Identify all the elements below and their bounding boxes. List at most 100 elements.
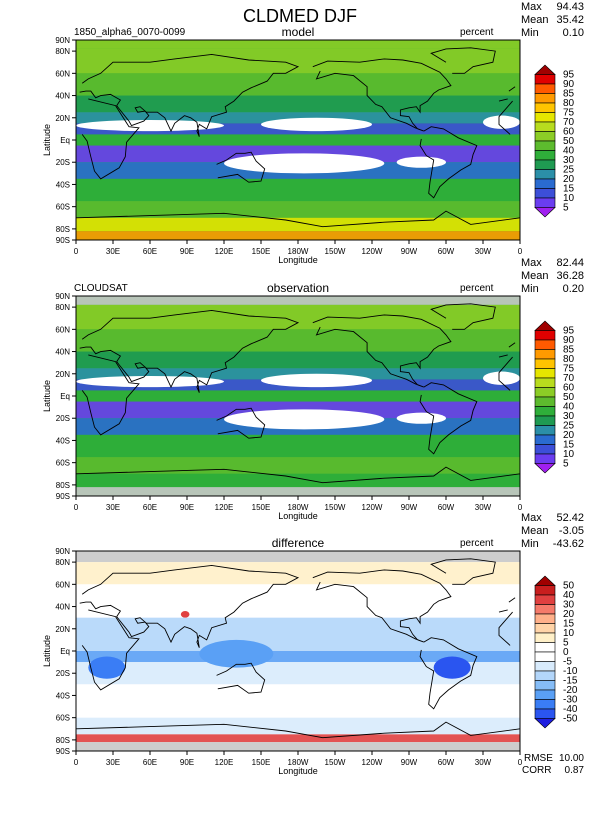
clear-sky-region bbox=[261, 373, 372, 388]
field-band bbox=[76, 178, 520, 202]
field-band bbox=[76, 112, 520, 124]
colorbar-level-label: 40 bbox=[563, 146, 575, 157]
field-band bbox=[76, 551, 520, 563]
lat-tick-label: 60N bbox=[55, 69, 70, 78]
colorbar-segment bbox=[534, 699, 556, 710]
stat-rmse-label: RMSE bbox=[524, 753, 553, 764]
colorbar-segment bbox=[534, 330, 556, 341]
field-band bbox=[76, 684, 520, 718]
lat-tick-label: 60N bbox=[55, 325, 70, 334]
field-band bbox=[76, 95, 520, 113]
colorbar-level-label: 85 bbox=[563, 345, 575, 356]
lon-tick-label: 150E bbox=[252, 247, 271, 256]
clear-sky-region bbox=[224, 153, 385, 174]
lon-tick-label: 90W bbox=[401, 503, 418, 512]
coastline bbox=[216, 151, 266, 183]
lon-tick-label: 60W bbox=[438, 758, 455, 767]
colorbar-segment bbox=[534, 434, 556, 445]
lat-tick-label: 90S bbox=[56, 236, 70, 245]
colorbar-segment bbox=[534, 197, 556, 208]
lon-tick-label: 30E bbox=[106, 758, 120, 767]
colorbar-level-label: 95 bbox=[563, 326, 575, 337]
stat-max-value: 52.42 bbox=[556, 512, 584, 524]
coastline bbox=[312, 314, 452, 388]
lon-tick-label: 120W bbox=[362, 247, 383, 256]
lat-tick-label: 80S bbox=[56, 225, 70, 234]
lat-tick-label: 60N bbox=[55, 580, 70, 589]
lat-tick-label: 40S bbox=[56, 691, 70, 700]
stat-max-label: Max bbox=[521, 512, 542, 524]
stat-max-value: 82.44 bbox=[556, 257, 584, 269]
colorbar-segment bbox=[534, 188, 556, 199]
colorbar-arrow-top bbox=[534, 64, 556, 75]
panel-observation: observation CLOUDSAT percent Max 82.44 Mean 36… bbox=[42, 257, 584, 521]
units-label: percent bbox=[460, 27, 494, 38]
colorbar-segment bbox=[534, 604, 556, 615]
field-band bbox=[76, 231, 520, 240]
lat-tick-label: 40N bbox=[55, 348, 70, 357]
colorbar-segment bbox=[534, 150, 556, 161]
field-band bbox=[76, 296, 520, 305]
colorbar-level-label: 40 bbox=[563, 590, 575, 601]
field-band bbox=[76, 717, 520, 735]
clear-sky-region bbox=[76, 120, 224, 132]
field-band bbox=[76, 457, 520, 474]
units-label: percent bbox=[460, 283, 494, 294]
colorbar-segment bbox=[534, 140, 556, 151]
lon-tick-label: 60W bbox=[438, 247, 455, 256]
colorbar-segment bbox=[534, 444, 556, 455]
case-label: CLOUDSAT bbox=[74, 283, 128, 294]
colorbar-segment bbox=[534, 415, 556, 426]
colorbar-level-label: 80 bbox=[563, 98, 575, 109]
colorbar-level-label: 20 bbox=[563, 609, 575, 620]
colorbar-level-label: 75 bbox=[563, 108, 575, 119]
lat-tick-label: Eq bbox=[60, 136, 70, 145]
lon-tick-label: 0 bbox=[74, 503, 79, 512]
lon-tick-label: 120E bbox=[215, 503, 234, 512]
lon-tick-label: 30E bbox=[106, 247, 120, 256]
field-band bbox=[76, 390, 520, 402]
colorbar-level-label: 75 bbox=[563, 364, 575, 375]
field-band bbox=[76, 329, 520, 352]
colorbar-segment bbox=[534, 387, 556, 398]
coastline bbox=[75, 721, 521, 739]
lon-tick-label: 60E bbox=[143, 758, 157, 767]
coastline bbox=[430, 558, 496, 585]
field-band bbox=[76, 73, 520, 96]
colorbar-segment bbox=[534, 689, 556, 700]
lon-tick-label: 90W bbox=[401, 758, 418, 767]
field-band bbox=[76, 662, 520, 685]
colorbar-level-label: 50 bbox=[563, 581, 575, 592]
stat-mean-label: Mean bbox=[521, 270, 549, 282]
colorbar-arrow-top bbox=[534, 320, 556, 331]
colorbar-segment bbox=[534, 131, 556, 142]
lon-tick-label: 30W bbox=[475, 247, 492, 256]
stat-mean-value: 36.28 bbox=[556, 270, 584, 282]
lon-tick-label: 0 bbox=[518, 503, 523, 512]
coastline bbox=[419, 126, 478, 199]
lat-tick-label: 80N bbox=[55, 303, 70, 312]
colorbar-level-label: 25 bbox=[563, 165, 575, 176]
field-band bbox=[76, 40, 520, 49]
colorbar-segment bbox=[534, 377, 556, 388]
figure-title: CLDMED DJF bbox=[243, 6, 357, 26]
coastline bbox=[430, 47, 496, 74]
colorbar-segment bbox=[534, 623, 556, 634]
anomaly-region bbox=[180, 611, 190, 618]
coastline bbox=[81, 354, 513, 436]
anomaly-region bbox=[199, 639, 274, 668]
stat-max-value: 94.43 bbox=[556, 1, 584, 13]
colorbar-level-label: 10 bbox=[563, 193, 575, 204]
panel-difference: difference percent Max 52.42 Mean -3.05 Min -43… bbox=[42, 512, 584, 776]
colorbar-level-label: 15 bbox=[563, 619, 575, 630]
lat-tick-label: 80S bbox=[56, 481, 70, 490]
colorbar-level-label: 60 bbox=[563, 127, 575, 138]
coastline bbox=[430, 303, 496, 330]
stat-min-value: 0.20 bbox=[563, 283, 584, 295]
lat-tick-label: 90N bbox=[55, 292, 70, 301]
stat-corr-label: CORR bbox=[522, 765, 551, 776]
clear-sky-region bbox=[261, 117, 372, 132]
lon-tick-label: 120E bbox=[215, 247, 234, 256]
field-band bbox=[76, 742, 520, 751]
